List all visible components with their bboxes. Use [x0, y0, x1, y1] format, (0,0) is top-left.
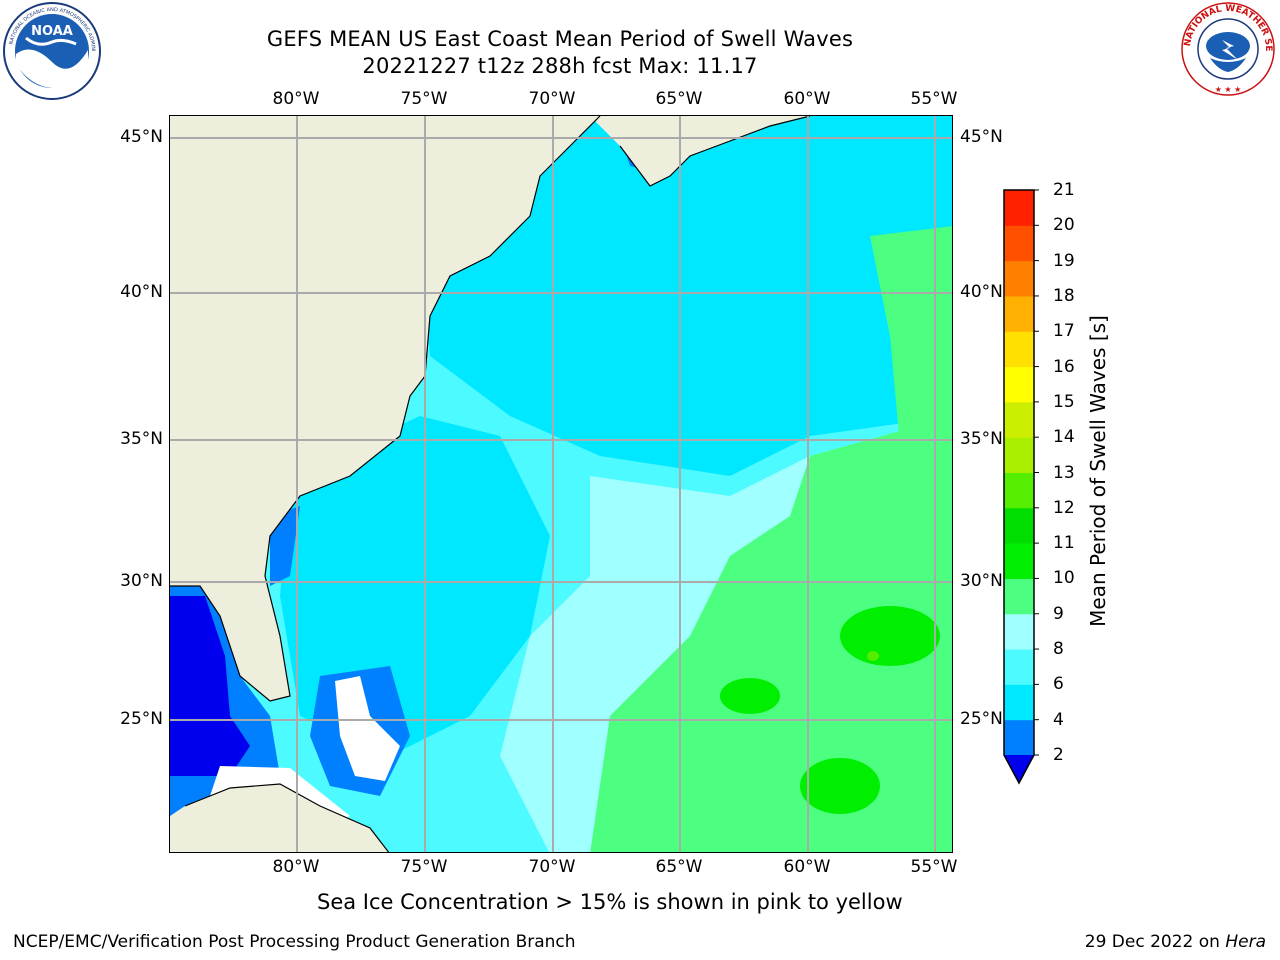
lon-tick-bottom-75w: 75°W	[400, 857, 448, 877]
sea-ice-note: Sea Ice Concentration > 15% is shown in …	[317, 890, 903, 914]
lon-tick-top-65w: 65°W	[655, 89, 703, 109]
map-svg	[170, 116, 952, 852]
colorbar-tick: 17	[1053, 321, 1075, 342]
colorbar-segment	[1004, 684, 1034, 721]
colorbar-tick: 15	[1053, 391, 1075, 412]
colorbar-segment	[1004, 613, 1034, 650]
coastline-canada	[619, 116, 811, 187]
ocean-band-4-6-south	[280, 416, 550, 756]
ocean-band-10-11-a	[840, 606, 940, 666]
gridlines	[170, 116, 952, 852]
colorbar-segment	[1004, 543, 1034, 579]
land-canada	[170, 116, 810, 186]
svg-text:NOAA: NOAA	[31, 24, 73, 39]
colorbar-svg	[1003, 189, 1039, 785]
colorbar-tick: 11	[1053, 533, 1075, 554]
lat-tick-right-25n: 25°N	[960, 709, 1003, 729]
colorbar-under-triangle	[1004, 755, 1034, 783]
lon-tick-top-80w: 80°W	[272, 89, 320, 109]
colorbar-segment	[1004, 295, 1034, 332]
colorbar-label: Mean Period of Swell Waves [s]	[1086, 315, 1110, 627]
bahamas-banks	[335, 676, 400, 781]
national-weather-service-logo: NATIONAL WEATHER SERVICE ★ ★ ★	[1175, 0, 1278, 98]
lon-tick-bottom-60w: 60°W	[783, 857, 831, 877]
ocean-band-10-11-b	[720, 678, 780, 714]
colorbar-tick: 10	[1053, 568, 1075, 589]
ocean-max-spot	[867, 651, 879, 661]
colorbar-tick: 4	[1053, 709, 1064, 730]
colorbar-segment	[1004, 578, 1034, 615]
lon-tick-bottom-80w: 80°W	[272, 857, 320, 877]
ocean-band-9-10-ne	[870, 226, 952, 446]
lat-tick-left-40n: 40°N	[120, 282, 163, 302]
footer-date: 29 Dec 2022 on Hera	[1085, 932, 1266, 952]
colorbar-segment	[1004, 366, 1034, 403]
colorbar-tick: 2	[1053, 745, 1064, 765]
land-cuba	[170, 784, 389, 852]
lon-tick-bottom-55w: 55°W	[910, 857, 958, 877]
colorbar-tick: 9	[1053, 603, 1064, 624]
colorbar-tick: 21	[1053, 180, 1075, 200]
colorbar-segment	[1004, 225, 1034, 262]
lat-tick-left-25n: 25°N	[120, 709, 163, 729]
noaa-logo: NOAA NATIONAL OCEANIC AND ATMOSPHERIC AD…	[0, 0, 102, 100]
lat-tick-right-40n: 40°N	[960, 282, 1003, 302]
lat-tick-left-30n: 30°N	[120, 571, 163, 591]
land-us-east	[170, 116, 600, 701]
colorbar-tick: 18	[1053, 285, 1075, 306]
chart-title: GEFS MEAN US East Coast Mean Period of S…	[266, 27, 854, 51]
colorbar-segment	[1004, 401, 1034, 438]
colorbar-segment	[1004, 507, 1034, 544]
svg-text:★ ★ ★: ★ ★ ★	[1215, 85, 1242, 94]
lat-tick-left-35n: 35°N	[120, 429, 163, 449]
colorbar-tick: 12	[1053, 497, 1075, 518]
colorbar	[1000, 186, 1040, 786]
gulf-band-under-2	[170, 596, 250, 776]
colorbar-tick: 6	[1053, 674, 1064, 695]
colorbar-segment	[1004, 437, 1034, 473]
colorbar-tick: 13	[1053, 462, 1075, 483]
colorbar-segment	[1004, 190, 1034, 226]
ocean-band-10-11-c	[800, 758, 880, 814]
lon-tick-top-70w: 70°W	[528, 89, 576, 109]
coastline-us	[170, 116, 601, 702]
colorbar-segment	[1004, 472, 1034, 509]
lat-tick-right-30n: 30°N	[960, 571, 1003, 591]
lon-tick-top-55w: 55°W	[910, 89, 958, 109]
colorbar-tick: 20	[1053, 215, 1075, 236]
lon-tick-top-75w: 75°W	[400, 89, 448, 109]
lat-tick-left-45n: 45°N	[120, 127, 163, 147]
chart-subtitle: 20221227 t12z 288h fcst Max: 11.17	[362, 54, 758, 78]
colorbar-tick: 16	[1053, 356, 1075, 377]
colorbar-tick: 19	[1053, 250, 1075, 271]
colorbar-segment	[1004, 649, 1034, 685]
lat-tick-right-35n: 35°N	[960, 429, 1003, 449]
lat-tick-right-45n: 45°N	[960, 127, 1003, 147]
colorbar-tick: 14	[1053, 427, 1075, 448]
lon-tick-top-60w: 60°W	[783, 89, 831, 109]
colorbar-segment	[1004, 331, 1034, 368]
lon-tick-bottom-65w: 65°W	[655, 857, 703, 877]
lon-tick-bottom-70w: 70°W	[528, 857, 576, 877]
colorbar-segment	[1004, 260, 1034, 297]
footer-credit: NCEP/EMC/Verification Post Processing Pr…	[13, 932, 576, 952]
colorbar-segment	[1004, 719, 1034, 756]
swell-period-map	[169, 115, 953, 853]
footer-machine: Hera	[1225, 932, 1266, 952]
footer-date-text: 29 Dec 2022 on	[1084, 932, 1226, 952]
coastline-cuba	[184, 783, 390, 852]
colorbar-outline	[1003, 189, 1035, 785]
colorbar-tick: 8	[1053, 639, 1064, 660]
